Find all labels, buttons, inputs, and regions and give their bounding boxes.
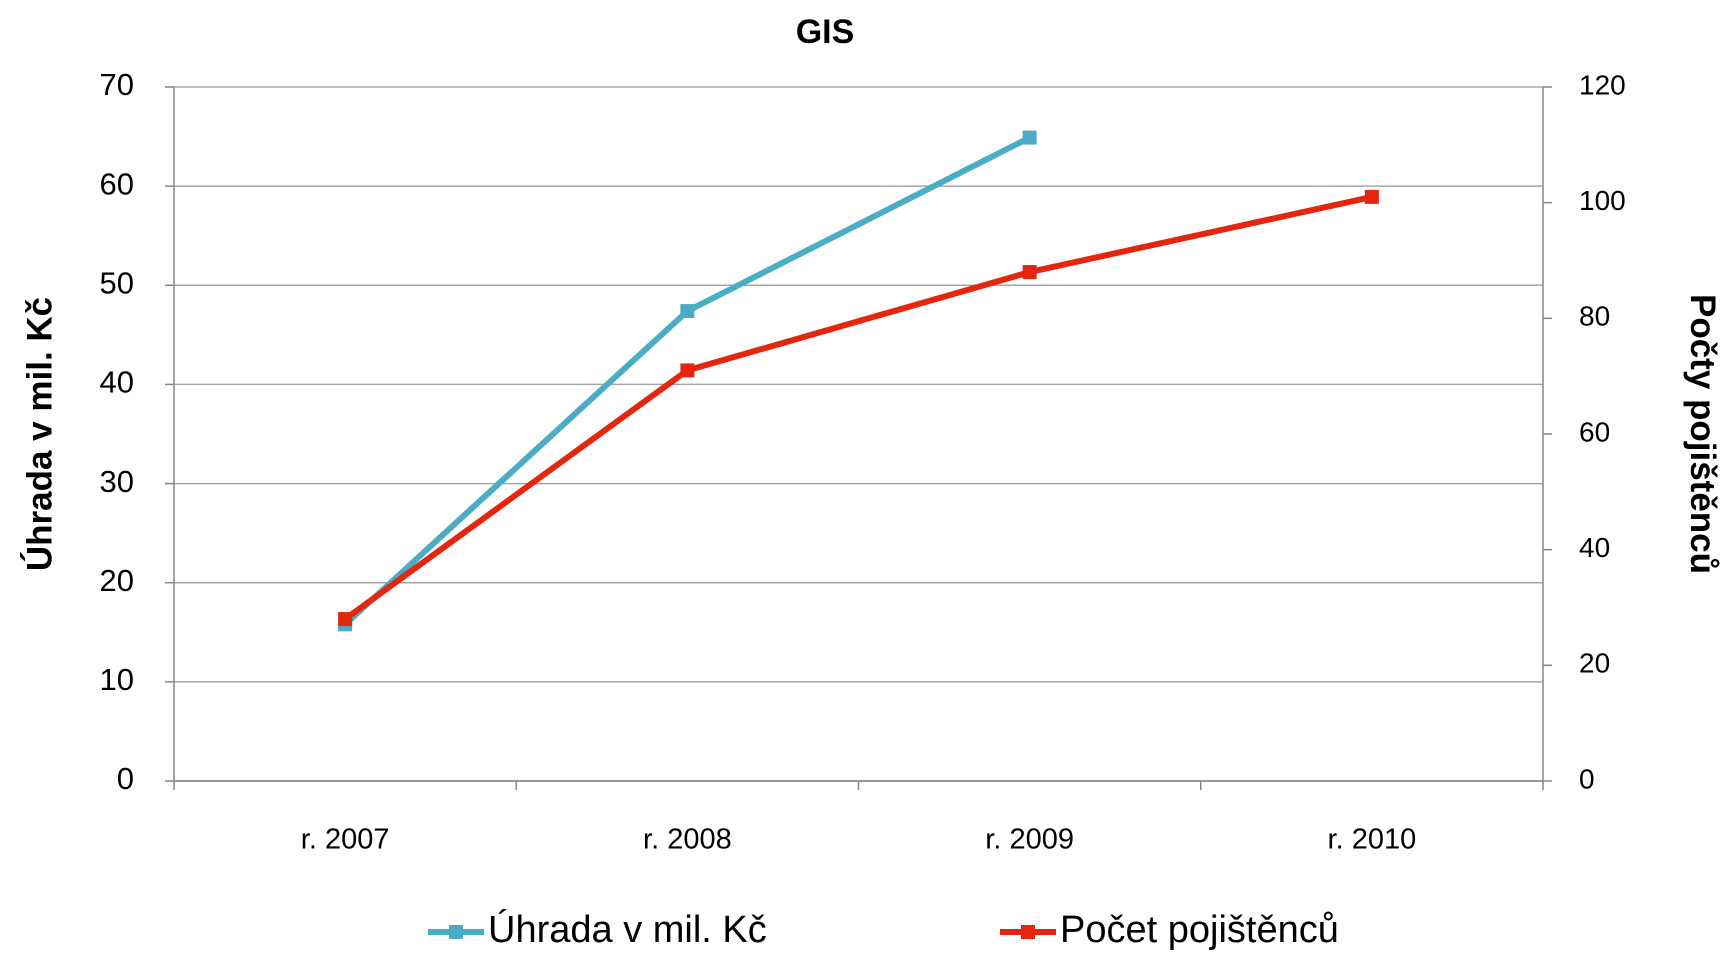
point-marker <box>680 304 695 319</box>
series-line <box>343 193 1373 622</box>
series-line <box>343 134 1031 627</box>
y2-tick-label: 120 <box>1579 69 1626 100</box>
y-tick-label: 40 <box>100 365 134 400</box>
point-marker <box>1364 189 1379 204</box>
point-marker <box>1022 130 1037 145</box>
y-tick-label: 10 <box>100 662 134 697</box>
point-marker <box>338 612 353 627</box>
legend-label: Počet pojištěnců <box>1060 909 1339 951</box>
legend-marker <box>1021 925 1035 939</box>
y-tick-label: 30 <box>100 464 134 499</box>
y-tick-label: 0 <box>117 761 134 796</box>
legend-marker <box>449 925 463 939</box>
y-tick-label: 60 <box>100 166 134 201</box>
chart-title: GIS <box>796 13 855 51</box>
y2-tick-label: 0 <box>1579 763 1595 794</box>
x-tick-label: r. 2009 <box>985 824 1074 856</box>
y2-axis-title: Počty pojištěnců <box>1683 294 1722 574</box>
y2-tick-label: 20 <box>1579 648 1610 679</box>
y-axis-title: Úhrada v mil. Kč <box>19 297 59 571</box>
point-marker <box>680 363 695 378</box>
legend-label: Úhrada v mil. Kč <box>488 908 767 951</box>
x-tick-label: r. 2010 <box>1328 824 1417 856</box>
y2-tick-label: 80 <box>1579 301 1610 332</box>
y-tick-label: 70 <box>100 67 134 102</box>
y-tick-label: 20 <box>100 563 134 598</box>
x-tick-label: r. 2007 <box>301 824 390 856</box>
point-marker <box>1022 265 1037 280</box>
y2-tick-label: 100 <box>1579 185 1626 216</box>
x-tick-label: r. 2008 <box>643 824 732 856</box>
y2-tick-label: 60 <box>1579 416 1610 447</box>
y-tick-label: 50 <box>100 265 134 300</box>
y2-tick-label: 40 <box>1579 532 1610 563</box>
